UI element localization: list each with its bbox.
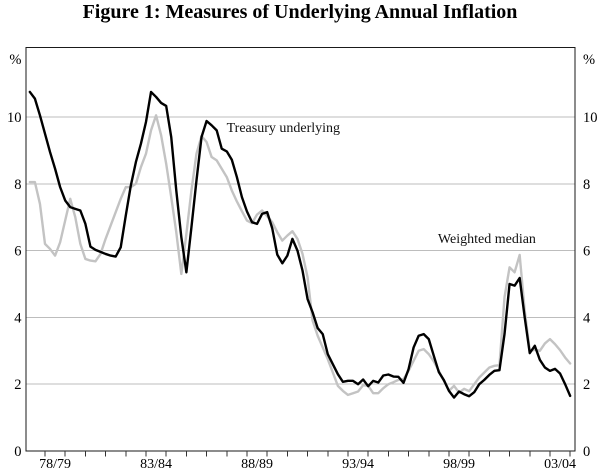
y-axis-label-right: 4 [583,310,591,326]
y-axis-label-right: 10 [583,110,598,126]
series-weighted-median-line [28,114,572,397]
percent-label-right: % [583,52,595,68]
series-treasury-underlying-line [28,90,572,399]
y-axis-label-left: 4 [14,310,22,326]
y-axis-label-right: 6 [583,244,590,260]
annotation-weighted-median: Weighted median [437,231,536,247]
x-axis-label: 83/84 [140,457,172,472]
x-axis-label: 88/89 [241,457,273,472]
y-axis-label-left: 10 [7,110,22,126]
y-axis-label-left: 0 [14,444,21,460]
percent-label-left: % [9,52,21,68]
x-axis-label: 93/94 [342,457,374,472]
x-axis-label: 03/04 [544,457,576,472]
y-axis-label-right: 0 [583,444,590,460]
x-axis-label: 98/99 [443,457,475,472]
plot-border [25,46,576,452]
y-axis-label-right: 2 [583,377,590,393]
x-axis-label: 78/79 [39,457,71,472]
annotation-treasury-underlying: Treasury underlying [226,121,341,136]
y-axis-label-left: 2 [14,377,21,393]
y-axis-label-left: 8 [14,177,21,193]
figure-title: Figure 1: Measures of Underlying Annual … [82,1,518,23]
y-axis-label-right: 8 [583,177,590,193]
y-axis-label-left: 6 [14,244,21,260]
